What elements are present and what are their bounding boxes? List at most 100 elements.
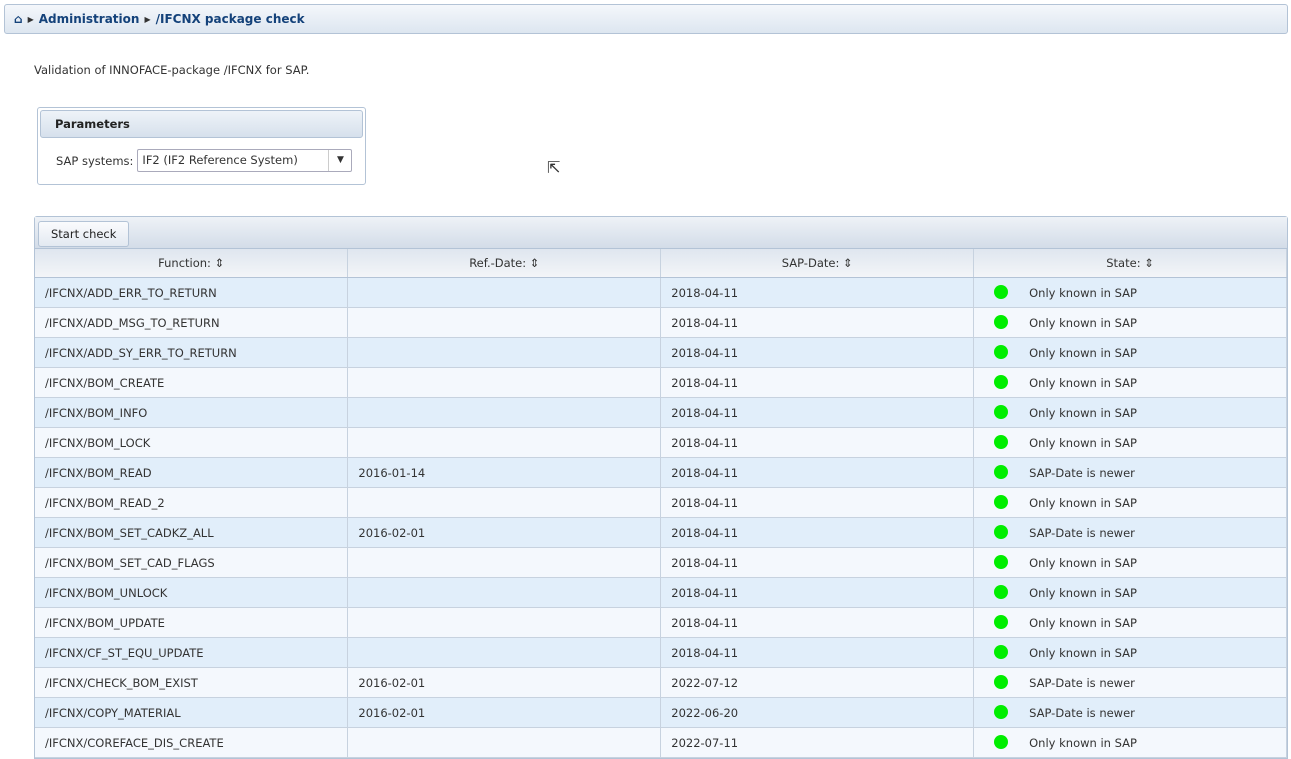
function-cell: /IFCNX/COREFACE_DIS_CREATE bbox=[35, 727, 349, 758]
table-row[interactable]: /IFCNX/BOM_SET_CAD_FLAGS 2018-04-11 Only k… bbox=[35, 547, 1287, 578]
sap-systems-label: SAP systems: bbox=[56, 153, 134, 168]
ref-date-cell bbox=[347, 397, 662, 428]
ref-date-cell bbox=[347, 547, 662, 578]
status-dot-icon bbox=[994, 525, 1009, 539]
cell-text: /IFCNX/BOM_UPDATE bbox=[45, 615, 165, 630]
status-dot-icon bbox=[994, 705, 1009, 719]
sap-date-cell: 2018-04-11 bbox=[660, 397, 975, 428]
cell-text: 2016-02-01 bbox=[358, 525, 426, 540]
cell-text: 2018-04-11 bbox=[671, 405, 739, 420]
cell-text: /IFCNX/ADD_SY_ERR_TO_RETURN bbox=[45, 345, 237, 360]
table-row[interactable]: /IFCNX/BOM_READ_2 2018-04-11 Only known in… bbox=[35, 487, 1287, 518]
function-cell: /IFCNX/BOM_READ_2 bbox=[35, 487, 349, 518]
column-header-label: State: bbox=[1106, 256, 1141, 270]
state-cell: Only known in SAP bbox=[973, 607, 1287, 638]
ref-date-cell bbox=[347, 307, 662, 338]
cell-text: 2018-04-11 bbox=[671, 315, 739, 330]
table-row[interactable]: /IFCNX/COPY_MATERIAL 2016-02-01 2022-06-20… bbox=[35, 697, 1287, 728]
sap-systems-select[interactable]: IF2 (IF2 Reference System) ▼ bbox=[137, 149, 353, 172]
cell-text: 2018-04-11 bbox=[671, 375, 739, 390]
sap-date-cell: 2018-04-11 bbox=[660, 607, 975, 638]
table-row[interactable]: /IFCNX/BOM_UNLOCK 2018-04-11 Only known in… bbox=[35, 577, 1287, 608]
table-row[interactable]: /IFCNX/ADD_MSG_TO_RETURN 2018-04-11 Only k… bbox=[35, 307, 1287, 338]
cell-text: Only known in SAP bbox=[1029, 286, 1137, 300]
cell-text: SAP-Date is newer bbox=[1029, 526, 1135, 540]
state-cell: Only known in SAP bbox=[973, 277, 1287, 308]
table-row[interactable]: /IFCNX/BOM_UPDATE 2018-04-11 Only known in… bbox=[35, 607, 1287, 638]
table-row[interactable]: /IFCNX/ADD_ERR_TO_RETURN 2018-04-11 Only k… bbox=[35, 277, 1287, 308]
cell-text: /IFCNX/BOM_SET_CADKZ_ALL bbox=[45, 525, 214, 540]
sort-icon[interactable]: ⇕ bbox=[526, 256, 540, 270]
status-dot-icon bbox=[994, 285, 1009, 299]
cell-text: /IFCNX/BOM_READ bbox=[45, 465, 152, 480]
sap-date-cell: 2018-04-11 bbox=[660, 337, 975, 368]
grid-toolbar: Start check bbox=[35, 217, 1287, 249]
function-cell: /IFCNX/BOM_LOCK bbox=[35, 427, 349, 458]
cell-text: 2018-04-11 bbox=[671, 555, 739, 570]
start-check-button[interactable]: Start check bbox=[38, 221, 130, 247]
table-row[interactable]: /IFCNX/CF_ST_EQU_UPDATE 2018-04-11 Only kn… bbox=[35, 637, 1287, 668]
table-row[interactable]: /IFCNX/BOM_INFO 2018-04-11 Only known in S… bbox=[35, 397, 1287, 428]
cell-text: Only known in SAP bbox=[1029, 496, 1137, 510]
state-cell: Only known in SAP bbox=[973, 337, 1287, 368]
cell-text: /IFCNX/BOM_LOCK bbox=[45, 435, 151, 450]
breadcrumb-current: /IFCNX package check bbox=[155, 12, 305, 26]
sap-date-cell: 2018-04-11 bbox=[660, 487, 975, 518]
cell-text: 2018-04-11 bbox=[671, 645, 739, 660]
column-header-label: SAP-Date: bbox=[781, 256, 840, 270]
function-cell: /IFCNX/COPY_MATERIAL bbox=[35, 697, 349, 728]
cell-text: /IFCNX/CHECK_BOM_EXIST bbox=[45, 675, 198, 690]
status-dot-icon bbox=[994, 345, 1009, 359]
table-row[interactable]: /IFCNX/COREFACE_DIS_CREATE 2022-07-11 Only… bbox=[35, 727, 1287, 758]
cell-text: 2018-04-11 bbox=[671, 495, 739, 510]
table-row[interactable]: /IFCNX/BOM_SET_CADKZ_ALL 2016-02-01 2018-0… bbox=[35, 517, 1287, 548]
column-header[interactable]: SAP-Date: ⇕ bbox=[660, 249, 975, 278]
cell-text: /IFCNX/BOM_READ_2 bbox=[45, 495, 165, 510]
sap-date-cell: 2022-06-20 bbox=[660, 697, 975, 728]
state-cell: Only known in SAP bbox=[973, 487, 1287, 518]
state-cell: SAP-Date is newer bbox=[973, 517, 1287, 548]
status-dot-icon bbox=[994, 555, 1009, 569]
column-header[interactable]: Function: ⇕ bbox=[35, 249, 349, 278]
table-row[interactable]: /IFCNX/ADD_SY_ERR_TO_RETURN 2018-04-11 Onl… bbox=[35, 337, 1287, 368]
cell-text: 2022-07-12 bbox=[671, 675, 739, 690]
breadcrumb-administration[interactable]: Administration bbox=[38, 12, 140, 26]
cell-text: 2018-04-11 bbox=[671, 285, 739, 300]
column-header[interactable]: State: ⇕ bbox=[973, 249, 1287, 278]
sort-icon[interactable]: ⇕ bbox=[839, 256, 853, 270]
status-dot-icon bbox=[994, 585, 1009, 599]
state-cell: Only known in SAP bbox=[973, 577, 1287, 608]
home-icon[interactable]: ⌂ bbox=[14, 12, 23, 26]
chevron-down-icon[interactable]: ▼ bbox=[328, 150, 351, 171]
table-row[interactable]: /IFCNX/BOM_CREATE 2018-04-11 Only known in… bbox=[35, 367, 1287, 398]
cell-text: /IFCNX/COPY_MATERIAL bbox=[45, 705, 181, 720]
cell-text: Only known in SAP bbox=[1029, 616, 1137, 630]
function-cell: /IFCNX/BOM_INFO bbox=[35, 397, 349, 428]
ref-date-cell bbox=[347, 337, 662, 368]
state-cell: SAP-Date is newer bbox=[973, 667, 1287, 698]
function-cell: /IFCNX/ADD_SY_ERR_TO_RETURN bbox=[35, 337, 349, 368]
function-cell: /IFCNX/BOM_CREATE bbox=[35, 367, 349, 398]
cell-text: SAP-Date is newer bbox=[1029, 706, 1135, 720]
ref-date-cell bbox=[347, 277, 662, 308]
cell-text: 2022-07-11 bbox=[671, 735, 739, 750]
ref-date-cell bbox=[347, 637, 662, 668]
ref-date-cell bbox=[347, 487, 662, 518]
results-table: Function: ⇕ Ref.-Date: ⇕ SAP-Date: ⇕ State:… bbox=[35, 249, 1287, 758]
cell-text: 2018-04-11 bbox=[671, 615, 739, 630]
column-header[interactable]: Ref.-Date: ⇕ bbox=[347, 249, 662, 278]
function-cell: /IFCNX/CF_ST_EQU_UPDATE bbox=[35, 637, 349, 668]
table-row[interactable]: /IFCNX/BOM_LOCK 2018-04-11 Only known in S… bbox=[35, 427, 1287, 458]
table-row[interactable]: /IFCNX/CHECK_BOM_EXIST 2016-02-01 2022-07-… bbox=[35, 667, 1287, 698]
cell-text: Only known in SAP bbox=[1029, 436, 1137, 450]
cell-text: 2018-04-11 bbox=[671, 585, 739, 600]
cell-text: /IFCNX/BOM_SET_CAD_FLAGS bbox=[45, 555, 215, 570]
table-row[interactable]: /IFCNX/BOM_READ 2016-01-14 2018-04-11 SAP-D… bbox=[35, 457, 1287, 488]
parameters-title: Parameters bbox=[40, 110, 363, 138]
ref-date-cell: 2016-01-14 bbox=[347, 457, 662, 488]
sort-icon[interactable]: ⇕ bbox=[210, 256, 225, 270]
status-dot-icon bbox=[994, 735, 1009, 749]
status-dot-icon bbox=[994, 405, 1009, 419]
sap-date-cell: 2018-04-11 bbox=[660, 577, 975, 608]
sort-icon[interactable]: ⇕ bbox=[1140, 256, 1154, 270]
